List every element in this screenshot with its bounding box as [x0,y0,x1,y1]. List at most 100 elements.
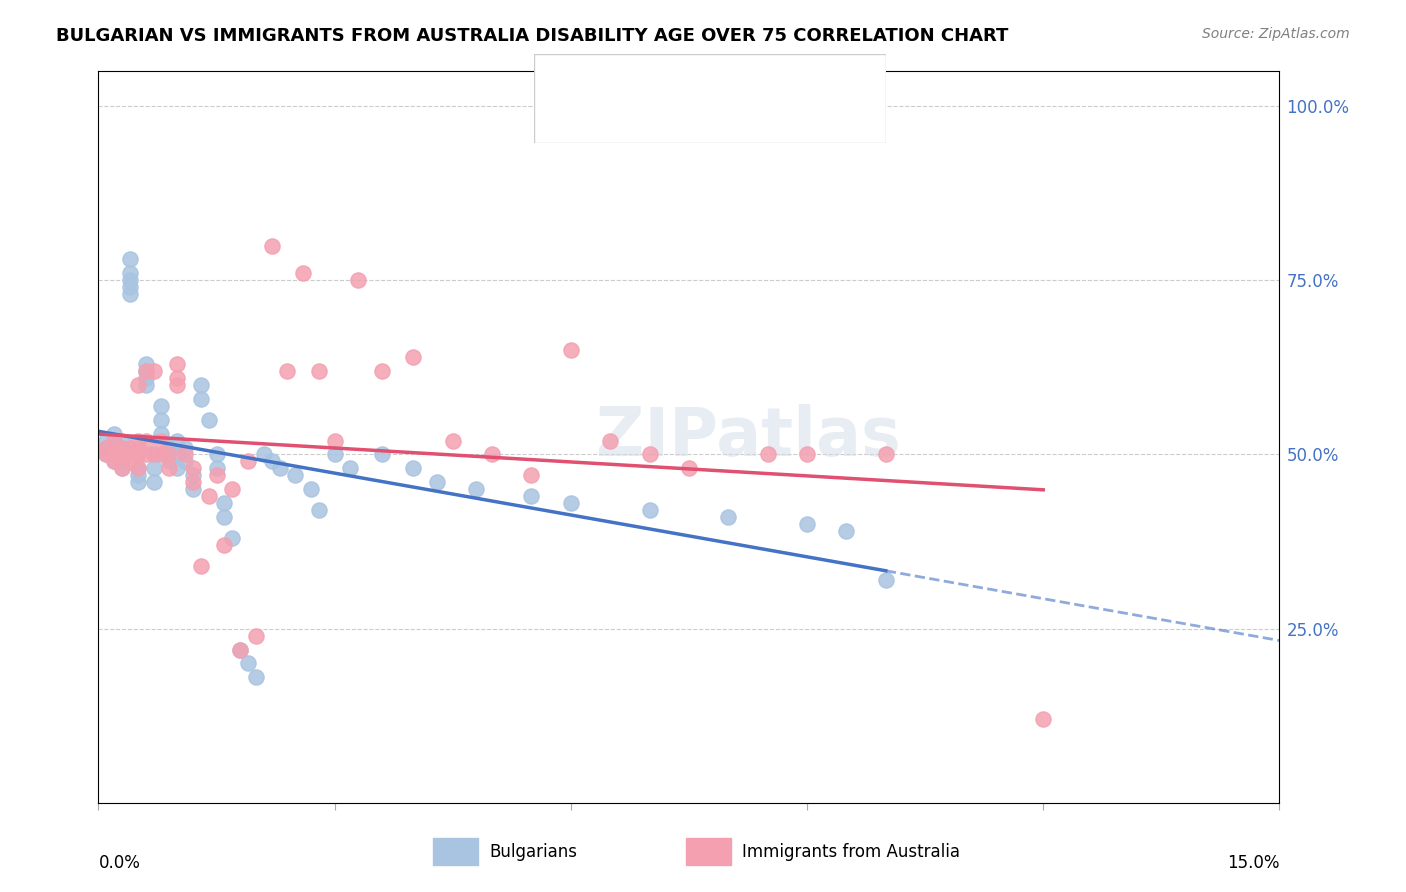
Point [402,350,425,364]
Point [260,238,283,252]
Point [96,434,118,448]
Point [103,434,125,448]
Point [111,461,134,475]
Point [371,448,394,462]
Point [560,343,582,357]
Point [190,392,212,406]
Point [118,266,141,280]
Point [118,448,141,462]
Point [142,461,165,475]
Point [221,531,243,545]
Point [150,448,173,462]
Point [214,510,236,524]
Point [465,483,488,497]
Point [127,475,149,490]
Point [127,377,149,392]
Point [118,252,141,267]
Point [229,642,252,657]
Point [260,454,283,468]
Point [481,448,503,462]
Point [638,503,661,517]
Point [174,454,197,468]
Point [292,266,315,280]
Point [135,357,157,371]
Point [127,461,149,475]
Point [796,517,818,532]
Point [142,448,165,462]
Point [135,434,157,448]
Point [103,448,125,462]
Point [520,468,543,483]
Point [103,434,125,448]
Point [181,468,204,483]
Point [678,461,700,475]
Point [717,510,740,524]
Point [284,468,307,483]
Point [245,670,267,684]
Text: R = -0.145   N = 73: R = -0.145 N = 73 [605,69,811,87]
Text: Immigrants from Australia: Immigrants from Australia [742,843,960,861]
Point [118,441,141,455]
Point [118,287,141,301]
Point [190,377,212,392]
Point [181,461,204,475]
Point [323,434,346,448]
Bar [544,103,593,134]
Point [142,475,165,490]
Point [111,454,134,468]
Point [103,448,125,462]
Point [142,364,165,378]
Text: 0.0%: 0.0% [98,854,141,872]
Point [174,448,197,462]
Point [308,503,330,517]
Point [276,364,298,378]
Point [236,657,259,671]
Point [135,364,157,378]
Point [638,448,661,462]
Point [135,364,157,378]
Point [150,399,173,413]
Point [599,434,621,448]
Point [441,434,464,448]
Text: BULGARIAN VS IMMIGRANTS FROM AUSTRALIA DISABILITY AGE OVER 75 CORRELATION CHART: BULGARIAN VS IMMIGRANTS FROM AUSTRALIA D… [56,27,1008,45]
Point [118,273,141,287]
Point [157,441,180,455]
Point [205,448,228,462]
Point [127,441,149,455]
Point [402,461,425,475]
Point [135,377,157,392]
Point [253,448,276,462]
Point [118,454,141,468]
Bar [433,838,478,865]
Point [190,558,212,573]
Point [269,461,291,475]
Point [229,642,252,657]
Point [214,538,236,552]
Point [560,496,582,510]
Point [142,448,165,462]
Point [181,483,204,497]
Point [796,448,818,462]
Point [96,448,118,462]
Text: Source: ZipAtlas.com: Source: ZipAtlas.com [1202,27,1350,41]
Point [181,475,204,490]
Point [150,434,173,448]
Point [347,273,370,287]
Point [197,412,219,426]
Point [111,448,134,462]
Point [371,364,394,378]
Point [96,441,118,455]
Point [150,412,173,426]
Point [197,489,219,503]
Point [166,461,188,475]
Point [205,468,228,483]
Point [127,461,149,475]
Point [103,441,125,455]
Point [135,371,157,385]
Point [157,448,180,462]
Point [166,448,188,462]
Point [127,468,149,483]
Point [111,448,134,462]
Point [111,448,134,462]
Point [157,461,180,475]
